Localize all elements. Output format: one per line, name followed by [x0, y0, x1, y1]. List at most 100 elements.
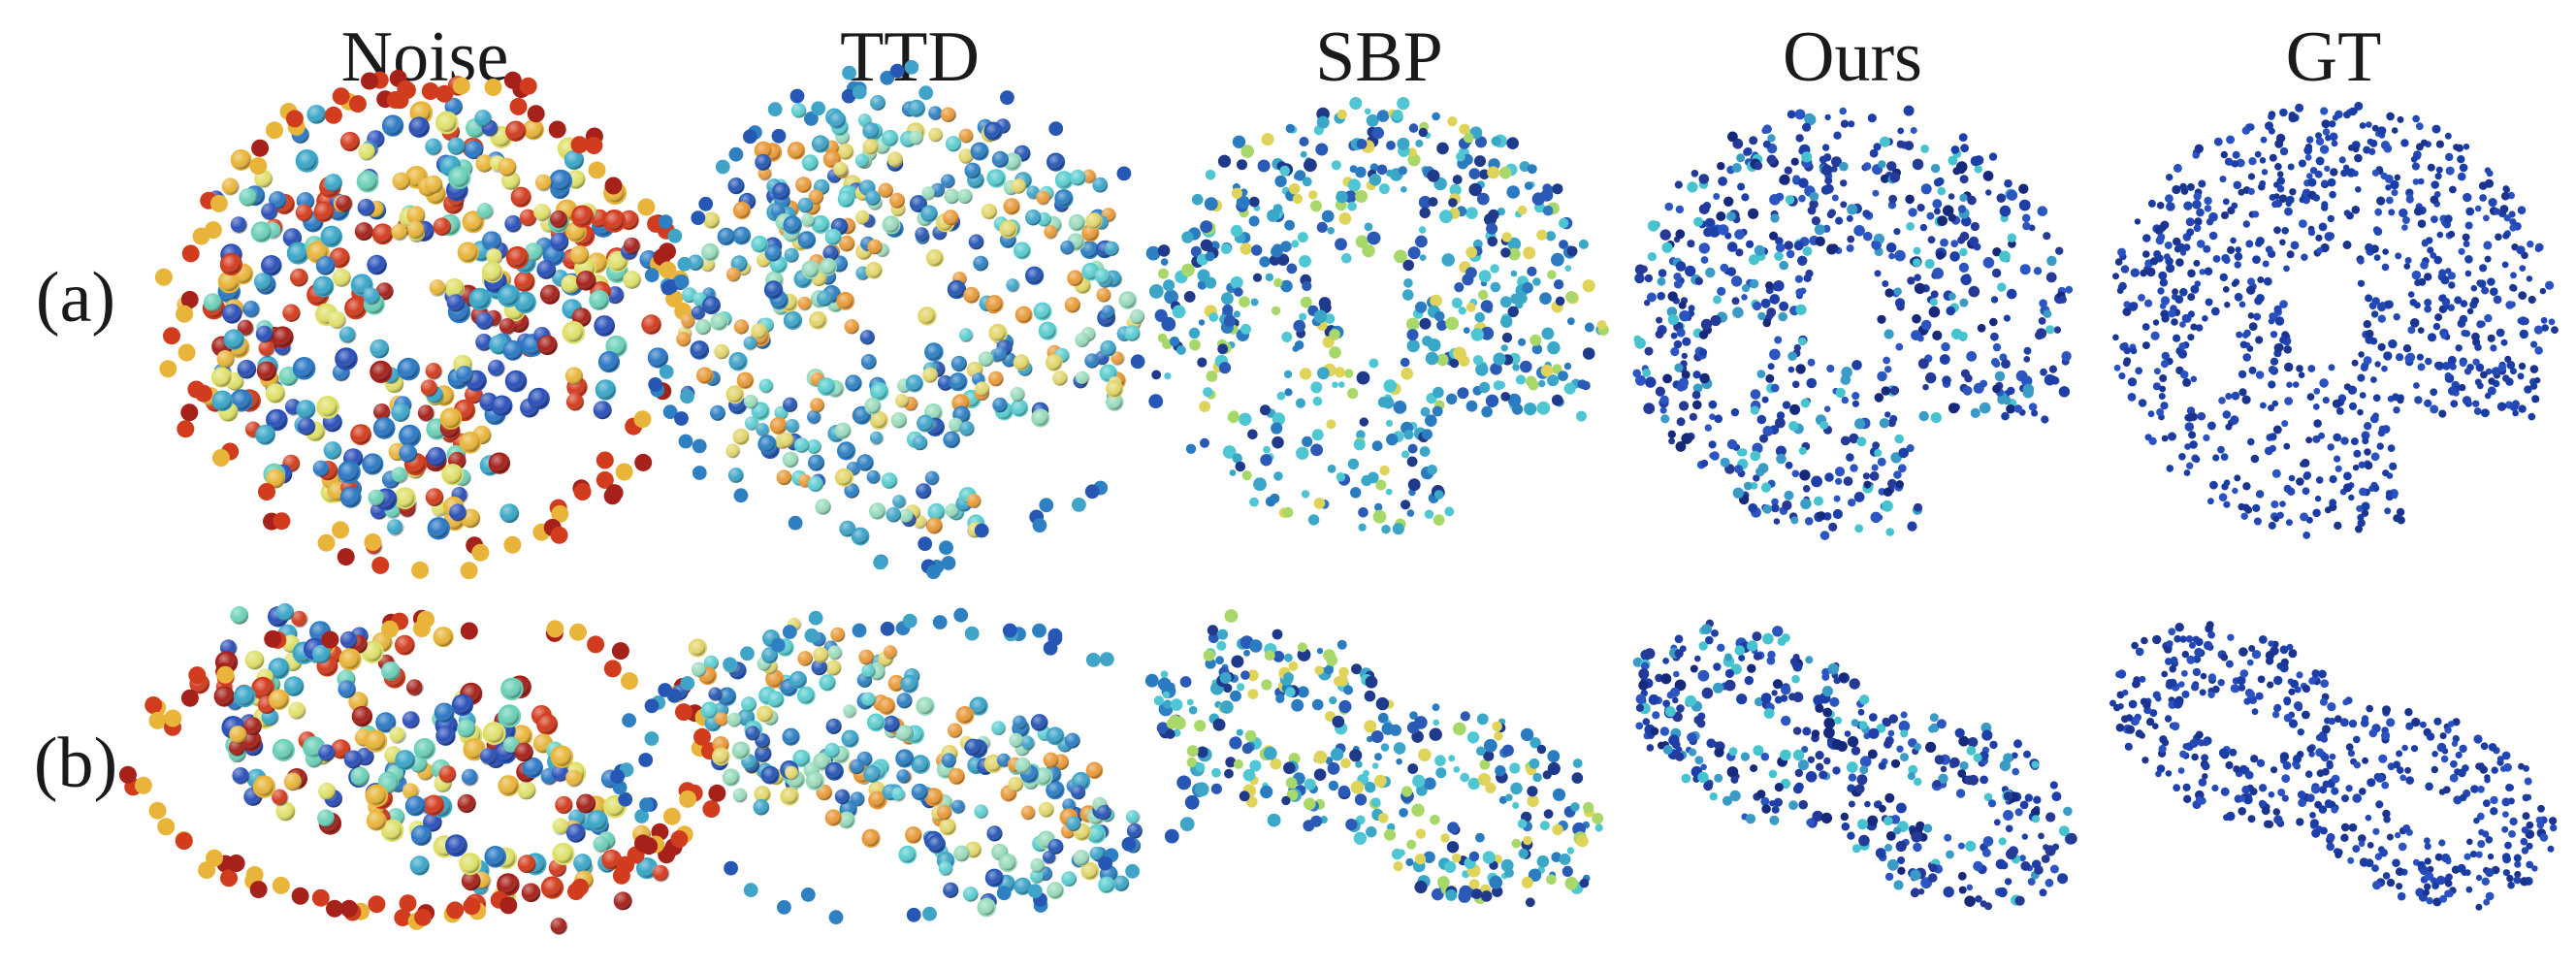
- cloud-point: [1230, 691, 1241, 702]
- cloud-point-highlight: [1046, 355, 1062, 371]
- cloud-point: [2119, 282, 2127, 290]
- cloud-point-highlight: [573, 208, 592, 226]
- cloud-point: [2214, 138, 2223, 146]
- cloud-point: [1296, 447, 1308, 460]
- cloud-point: [2123, 357, 2131, 365]
- cloud-point: [1347, 388, 1358, 399]
- cloud-point: [1770, 213, 1779, 222]
- cloud-point: [1358, 507, 1368, 518]
- cloud-point: [2166, 174, 2173, 180]
- cloud-point: [1523, 246, 1535, 259]
- cloud-point: [2527, 241, 2533, 247]
- cloud-point: [2196, 209, 2205, 217]
- cloud-point: [2433, 323, 2440, 330]
- cloud-outlier-point: [1180, 817, 1195, 831]
- cloud-point: [2431, 215, 2438, 223]
- cloud-point: [1798, 338, 1807, 346]
- cloud-point: [2321, 201, 2328, 208]
- cloud-point: [2376, 197, 2385, 206]
- cloud-point: [1243, 769, 1256, 782]
- cloud-point: [1552, 395, 1563, 406]
- cloud-point: [1790, 516, 1798, 524]
- cloud-point: [1372, 440, 1383, 451]
- cloud-point-highlight: [275, 602, 294, 621]
- cloud-point: [2157, 234, 2165, 242]
- cloud-point-highlight: [790, 672, 806, 688]
- cloud-point: [1727, 242, 1738, 252]
- cloud-point: [1486, 395, 1498, 407]
- cloud-point: [1403, 278, 1413, 288]
- cloud-point: [2328, 178, 2336, 187]
- cloud-point-highlight: [1000, 855, 1015, 871]
- cloud-point-highlight: [1010, 387, 1025, 403]
- cloud-outlier-point: [1086, 653, 1101, 667]
- cloud-point: [2034, 267, 2042, 274]
- cloud-point-highlight: [944, 210, 959, 226]
- cloud-point-highlight: [1047, 883, 1063, 898]
- cloud-outlier-point: [605, 177, 623, 195]
- cloud-point: [2487, 170, 2494, 177]
- cloud-point: [1779, 302, 1788, 311]
- cloud-point: [1234, 310, 1240, 317]
- cloud-point: [1284, 388, 1292, 396]
- cloud-point-highlight: [396, 751, 414, 769]
- cloud-point: [2296, 477, 2304, 486]
- cloud-point-highlight: [797, 651, 813, 666]
- cloud-point-highlight: [221, 177, 240, 196]
- cloud-point: [1332, 160, 1341, 170]
- cloud-point: [1890, 386, 1899, 395]
- cloud-point-highlight: [946, 137, 961, 152]
- cloud-point: [2235, 261, 2241, 268]
- cloud-point: [1327, 227, 1335, 235]
- cloud-outlier-point: [206, 850, 223, 867]
- cloud-point-highlight: [816, 500, 831, 515]
- cloud-outlier-point: [622, 713, 636, 727]
- cloud-outlier-point: [743, 129, 757, 144]
- cloud-point-highlight: [867, 240, 883, 255]
- cloud-point: [1386, 434, 1398, 445]
- cloud-point: [2312, 436, 2320, 443]
- cloud-point: [2463, 396, 2471, 404]
- cloud-point-highlight: [623, 271, 641, 289]
- cloud-point: [1406, 318, 1419, 331]
- cloud-point: [2248, 312, 2255, 319]
- cloud-point: [1769, 194, 1781, 206]
- cloud-point: [2524, 385, 2531, 393]
- cloud-point: [1792, 470, 1800, 478]
- cloud-point: [1828, 523, 1837, 532]
- cloud-point: [1890, 173, 1901, 183]
- cloud-a-noise: [155, 70, 692, 579]
- cloud-point: [1426, 352, 1439, 366]
- cloud-point: [2230, 417, 2238, 425]
- cloud-outlier-point: [273, 512, 290, 530]
- cloud-point-highlight: [1056, 191, 1072, 207]
- cloud-point-highlight: [944, 433, 959, 448]
- cloud-point-highlight: [384, 116, 402, 135]
- cloud-point: [2404, 354, 2414, 364]
- cloud-point-highlight: [944, 883, 959, 898]
- cloud-point: [1287, 264, 1298, 274]
- cloud-point-highlight: [232, 766, 250, 785]
- cloud-point: [1554, 279, 1563, 289]
- cloud-outlier-point: [638, 753, 653, 767]
- cloud-point: [2475, 206, 2482, 212]
- cloud-point: [2255, 151, 2262, 158]
- cloud-point: [2205, 205, 2211, 211]
- cloud-point: [2364, 422, 2371, 430]
- cloud-point: [2355, 186, 2362, 193]
- cloud-point: [1980, 380, 1987, 388]
- cloud-point: [2315, 496, 2321, 501]
- cloud-point: [2300, 512, 2308, 521]
- cloud-point: [1189, 328, 1200, 339]
- cloud-point-highlight: [753, 237, 768, 252]
- cloud-point: [1258, 160, 1271, 173]
- cloud-point: [1266, 497, 1276, 507]
- cloud-point-highlight: [1068, 271, 1083, 286]
- cloud-point-highlight: [204, 293, 222, 311]
- cloud-point: [2273, 193, 2279, 199]
- cloud-point: [2403, 344, 2411, 352]
- cloud-point: [1336, 191, 1348, 204]
- cloud-point: [2440, 294, 2447, 301]
- cloud-point: [1788, 421, 1798, 431]
- cloud-point: [2325, 506, 2332, 513]
